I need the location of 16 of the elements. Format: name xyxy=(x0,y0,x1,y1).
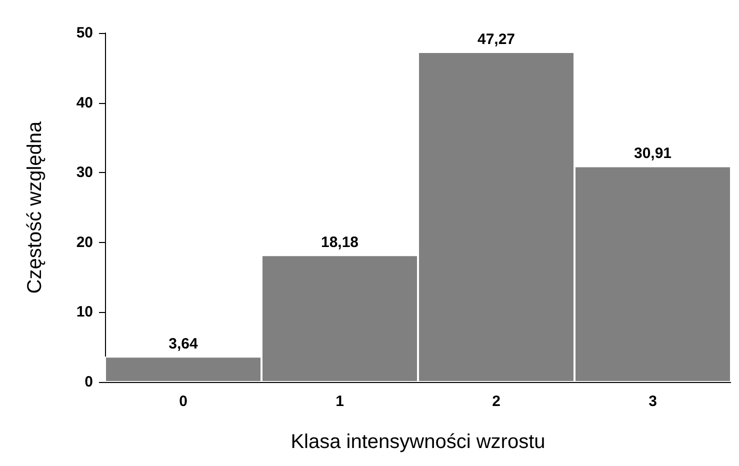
x-tick-label: 2 xyxy=(492,393,500,410)
y-tick-label: 40 xyxy=(76,94,93,112)
data-label: 3,64 xyxy=(168,336,198,353)
x-tick-label: 1 xyxy=(336,393,344,410)
y-tick-label: 20 xyxy=(76,234,93,251)
y-tick-label: 50 xyxy=(76,24,93,42)
y-axis-title: Częstość względna xyxy=(24,120,46,294)
data-label: 47,27 xyxy=(477,31,516,48)
y-tick-label: 0 xyxy=(84,374,93,390)
y-tick-label: 10 xyxy=(76,304,93,321)
data-label: 30,91 xyxy=(634,145,672,162)
x-axis-title: Klasa intensywności wzrostu xyxy=(290,431,546,453)
y-tick-label: 30 xyxy=(76,164,93,182)
data-label: 18,18 xyxy=(320,234,359,252)
x-tick-label: 0 xyxy=(179,393,188,410)
x-tick-label: 3 xyxy=(648,393,657,410)
